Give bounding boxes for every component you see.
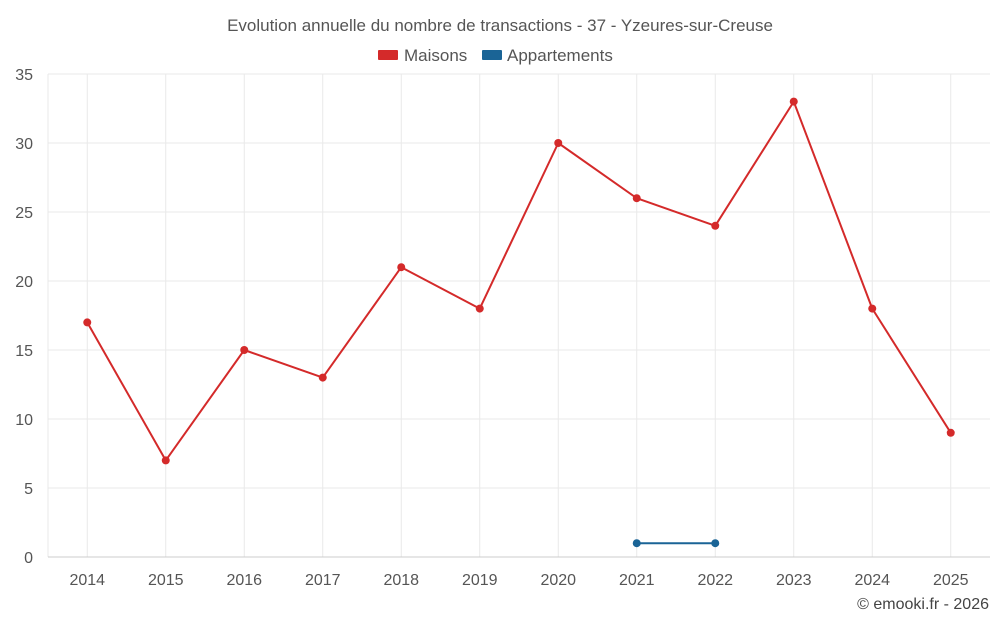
- data-point-maisons[interactable]: [946, 428, 955, 437]
- data-point-maisons[interactable]: [868, 304, 877, 313]
- data-point-maisons[interactable]: [789, 97, 798, 106]
- data-point-maisons[interactable]: [554, 139, 563, 147]
- x-tick-label: 2014: [69, 572, 105, 589]
- series-maisons: [83, 97, 955, 465]
- series-line-maisons: [86, 100, 952, 462]
- x-tick-label: 2018: [383, 572, 419, 589]
- series-appartements: [632, 539, 720, 548]
- data-point-appartements[interactable]: [711, 539, 720, 548]
- legend-swatch-maisons: [378, 50, 398, 60]
- y-tick-label: 30: [15, 136, 33, 153]
- y-tick-label: 10: [15, 412, 33, 429]
- x-tick-label: 2021: [619, 572, 655, 589]
- y-tick-label: 35: [15, 67, 33, 84]
- credit-text: © emooki.fr - 2026: [857, 596, 989, 613]
- data-point-appartements[interactable]: [632, 539, 641, 548]
- x-tick-label: 2024: [854, 572, 890, 589]
- x-tick-label: 2017: [305, 572, 341, 589]
- x-tick-label: 2022: [697, 572, 733, 589]
- x-tick-label: 2025: [933, 572, 969, 589]
- x-tick-label: 2020: [540, 572, 576, 589]
- legend-label-maisons[interactable]: Maisons: [404, 46, 467, 65]
- data-point-maisons[interactable]: [632, 194, 641, 203]
- data-point-maisons[interactable]: [161, 456, 170, 465]
- data-point-maisons[interactable]: [240, 346, 249, 354]
- grid: [47, 73, 990, 557]
- data-point-maisons[interactable]: [711, 221, 720, 230]
- y-tick-label: 15: [15, 343, 33, 360]
- x-tick-label: 2015: [148, 572, 184, 589]
- legend[interactable]: Maisons Appartements: [378, 46, 613, 65]
- y-tick-label: 5: [24, 481, 33, 498]
- y-tick-label: 25: [15, 205, 33, 222]
- legend-label-appartements[interactable]: Appartements: [507, 46, 613, 65]
- chart-title: Evolution annuelle du nombre de transact…: [227, 16, 773, 35]
- legend-swatch-appartements: [482, 50, 502, 60]
- x-tick-label: 2023: [776, 572, 812, 589]
- data-point-maisons[interactable]: [475, 304, 484, 313]
- y-tick-label: 0: [24, 550, 33, 567]
- data-point-maisons[interactable]: [83, 318, 92, 327]
- y-tick-label: 20: [15, 274, 33, 291]
- data-point-maisons[interactable]: [318, 373, 327, 382]
- data-point-maisons[interactable]: [397, 263, 406, 272]
- series: [83, 97, 955, 548]
- x-tick-label: 2019: [462, 572, 498, 589]
- x-tick-label: 2016: [226, 572, 262, 589]
